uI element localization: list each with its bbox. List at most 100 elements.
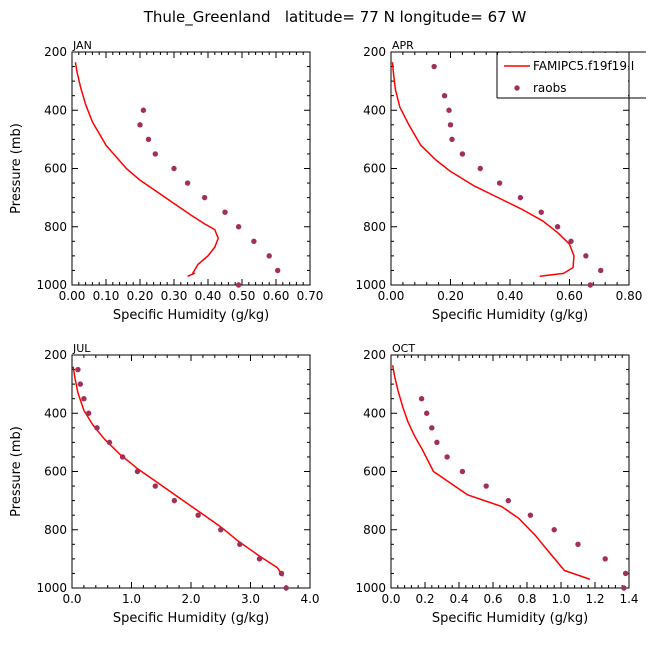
x-tick-label: 0.60 (556, 289, 583, 303)
x-tick-label: 1.0 (122, 592, 141, 606)
y-tick-label: 1000 (355, 278, 386, 292)
x-axis-label: Specific Humidity (g/kg) (113, 611, 269, 626)
x-tick-label: 0.00 (59, 289, 86, 303)
legend-entry-model: FAMIPC5.f19f19.I (533, 59, 634, 73)
y-tick-label: 600 (363, 465, 386, 479)
panel-label: JAN (72, 39, 92, 52)
raobs-point (152, 483, 158, 489)
raobs-point (622, 570, 629, 577)
figure-title: Thule_Greenland latitude= 77 N longitude… (143, 8, 527, 27)
x-tick-label: 0.60 (263, 289, 290, 303)
chart-panel-jan: 0.00 0.10 0.20 0.30 0.40 0.50 0.60 0.70 200 400 60… (9, 39, 323, 323)
raobs-point (444, 454, 450, 460)
y-tick-label: 1000 (36, 581, 67, 595)
raobs-point (496, 180, 503, 186)
raobs-point (81, 395, 87, 402)
x-tick-label: 0.4 (449, 592, 468, 606)
raobs-point (278, 570, 285, 577)
model-line (74, 62, 219, 277)
raobs-point (237, 541, 243, 548)
y-tick-label: 1000 (36, 278, 67, 292)
chart-panel-apr: 0.00 0.20 0.40 0.60 0.80 200 400 600 800 1000 APR S… (355, 39, 642, 323)
x-tick-label: 4.0 (300, 592, 319, 606)
y-axis-label: Pressure (mb) (9, 123, 24, 214)
x-tick-label: 0.40 (195, 289, 222, 303)
raobs-point (429, 425, 435, 431)
raobs-point (505, 497, 511, 504)
raobs-point (446, 107, 452, 113)
model-line (391, 365, 591, 580)
y-tick-label: 200 (363, 348, 386, 362)
x-tick-label: 0.70 (297, 289, 324, 303)
y-tick-label: 800 (363, 523, 386, 537)
x-tick-label: 1.4 (619, 592, 638, 606)
raobs-point (75, 366, 81, 373)
raobs-point (266, 253, 272, 259)
legend-entry-raobs: raobs (533, 81, 567, 95)
raobs-point (587, 282, 594, 288)
raobs-point (222, 209, 228, 215)
y-tick-label: 400 (44, 103, 67, 117)
raobs-point (283, 585, 289, 591)
y-tick-label: 400 (363, 406, 386, 420)
y-tick-label: 800 (44, 220, 67, 234)
x-tick-label: 0.10 (93, 289, 120, 303)
x-tick-label: 1.0 (551, 592, 570, 606)
y-tick-label: 800 (363, 220, 386, 234)
raobs-point (184, 180, 191, 186)
raobs-point (434, 439, 440, 446)
x-tick-label: 1.2 (585, 592, 604, 606)
raobs-point (85, 410, 92, 416)
plot-frame (71, 354, 311, 589)
legend-background (498, 53, 628, 97)
x-tick-label: 0.40 (497, 289, 524, 303)
raobs-point (106, 439, 113, 446)
raobs-point (483, 483, 489, 489)
raobs-point (137, 122, 143, 128)
raobs-point (235, 224, 242, 230)
model-line (391, 62, 575, 278)
raobs-point (538, 209, 544, 215)
y-tick-label: 200 (44, 348, 67, 362)
x-tick-label: 0.8 (517, 592, 536, 606)
x-tick-label: 2.0 (181, 592, 200, 606)
raobs-point (418, 395, 425, 402)
y-tick-label: 200 (363, 45, 386, 59)
x-tick-label: 0.80 (616, 289, 643, 303)
y-tick-label: 600 (363, 162, 386, 176)
raobs-point (171, 165, 177, 172)
x-tick-label: 0.6 (483, 592, 502, 606)
x-tick-label: 0.20 (127, 289, 154, 303)
x-tick-label: 0.0 (381, 592, 400, 606)
raobs-point (77, 381, 84, 387)
raobs-point (449, 136, 455, 143)
raobs-point (575, 541, 581, 548)
raobs-point (152, 151, 158, 157)
y-tick-label: 400 (363, 103, 386, 117)
raobs-point (527, 512, 534, 518)
raobs-point (431, 63, 437, 70)
panel-label: OCT (392, 342, 415, 355)
y-tick-label: 600 (44, 465, 67, 479)
raobs-point (554, 224, 561, 230)
chart-panel-jul: 0.0 1.0 2.0 3.0 4.0 200 400 600 800 1000 JUL Specif… (9, 342, 320, 626)
raobs-point (621, 585, 627, 591)
raobs-point (517, 194, 524, 201)
y-tick-label: 200 (44, 45, 67, 59)
y-tick-label: 600 (44, 162, 67, 176)
x-axis-label: Specific Humidity (g/kg) (432, 611, 588, 626)
raobs-point (251, 238, 257, 245)
x-tick-label: 0.30 (161, 289, 188, 303)
model-line (72, 366, 284, 577)
chart-panel-oct: 0.0 0.2 0.4 0.6 0.8 1.0 1.2 1.4 200 400 600 800 1000… (355, 342, 638, 626)
x-axis-label: Specific Humidity (g/kg) (432, 308, 588, 323)
raobs-point (134, 468, 141, 475)
y-axis-label: Pressure (mb) (9, 426, 24, 517)
x-tick-label: 0.2 (415, 592, 434, 606)
raobs-point (201, 194, 208, 201)
raobs-point (459, 151, 466, 157)
y-tick-label: 800 (44, 523, 67, 537)
raobs-point (551, 527, 557, 533)
raobs-point (447, 122, 454, 128)
